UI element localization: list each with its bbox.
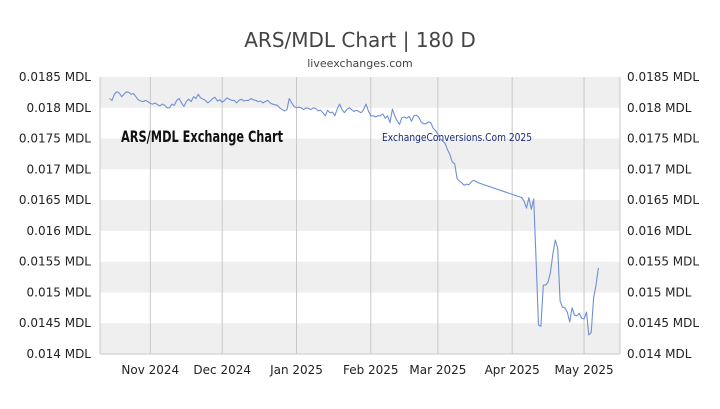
y-axis-left: 0.014 MDL 0.0145 MDL 0.015 MDL 0.0155 MDL 0.…	[19, 70, 91, 361]
chart-subtitle: liveexchanges.com	[307, 57, 412, 70]
y-tick-label-right: 0.0145 MDL	[627, 316, 699, 330]
watermark-right: ExchangeConversions.Com 2025	[382, 131, 532, 144]
y-tick-label-right: 0.0165 MDL	[627, 193, 699, 207]
y-tick-label-right: 0.0185 MDL	[627, 70, 699, 84]
y-tick-label-left: 0.016 MDL	[27, 224, 92, 238]
y-tick-label-left: 0.0155 MDL	[19, 255, 91, 269]
vertical-gridlines	[149, 77, 585, 354]
plot-band	[100, 200, 620, 231]
x-tick-label: May 2025	[554, 363, 613, 377]
x-axis: Nov 2024 Dec 2024 Jan 2025 Feb 2025 Mar 2025…	[121, 363, 613, 377]
plot-band	[100, 323, 620, 354]
y-tick-label-right: 0.015 MDL	[627, 285, 692, 299]
plot-band	[100, 261, 620, 293]
series-line	[109, 91, 599, 336]
y-tick-label-left: 0.017 MDL	[27, 162, 92, 176]
x-tick-label: Apr 2025	[485, 363, 540, 377]
plot-frame	[99, 77, 621, 355]
y-tick-label-left: 0.0175 MDL	[19, 132, 91, 146]
x-tick-label: Dec 2024	[193, 363, 251, 377]
y-tick-label-left: 0.0165 MDL	[19, 193, 91, 207]
plot-bands	[100, 77, 620, 354]
y-tick-label-right: 0.017 MDL	[627, 162, 692, 176]
x-tick-label: Nov 2024	[121, 363, 179, 377]
y-tick-label-left: 0.014 MDL	[27, 347, 92, 361]
x-tick-label: Jan 2025	[269, 363, 323, 377]
x-tick-label: Mar 2025	[409, 363, 466, 377]
plot-band	[100, 77, 620, 108]
x-tick-label: Feb 2025	[343, 363, 399, 377]
y-tick-label-right: 0.0155 MDL	[627, 255, 699, 269]
y-tick-label-right: 0.0175 MDL	[627, 132, 699, 146]
watermark-left: ARS/MDL Exchange Chart	[121, 127, 283, 146]
y-tick-label-right: 0.016 MDL	[627, 224, 692, 238]
y-tick-label-right: 0.018 MDL	[627, 101, 692, 115]
series-layer	[109, 91, 599, 336]
y-tick-label-left: 0.018 MDL	[27, 101, 92, 115]
y-axis-right: 0.014 MDL 0.0145 MDL 0.015 MDL 0.0155 MDL 0.…	[627, 70, 699, 361]
chart-title: ARS/MDL Chart | 180 D	[244, 28, 476, 52]
y-tick-label-left: 0.0185 MDL	[19, 70, 91, 84]
y-tick-label-left: 0.015 MDL	[27, 285, 92, 299]
y-tick-label-right: 0.014 MDL	[627, 347, 692, 361]
y-tick-label-left: 0.0145 MDL	[19, 316, 91, 330]
plot-band	[100, 138, 620, 170]
